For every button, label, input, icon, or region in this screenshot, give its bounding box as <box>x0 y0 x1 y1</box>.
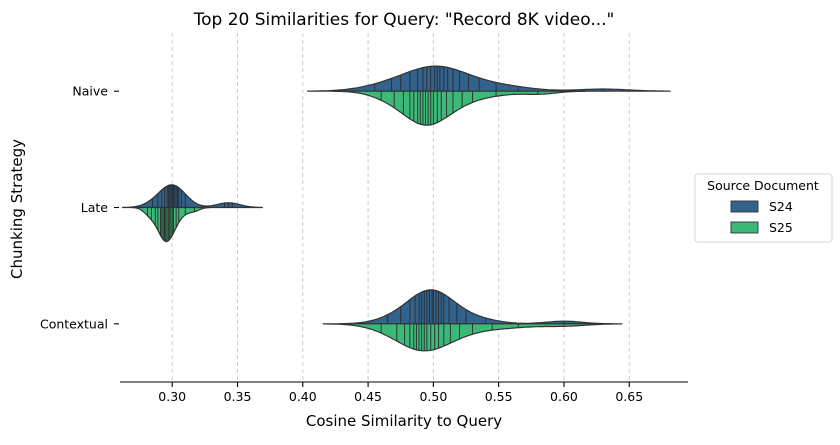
violin-layer <box>122 65 671 352</box>
violin-half-s25-contextual <box>322 323 623 352</box>
x-tick-label: 0.40 <box>289 389 317 404</box>
y-axis-label: Chunking Strategy <box>8 139 26 279</box>
legend-frame <box>694 173 833 243</box>
legend-title: Source Document <box>707 178 819 193</box>
violin-half-s24-late <box>122 184 263 209</box>
y-tick-label-naive: Naive <box>72 84 108 99</box>
x-tick-label: 0.45 <box>354 389 382 404</box>
chart-title: Top 20 Similarities for Query: "Record 8… <box>193 10 615 30</box>
x-axis-label: Cosine Similarity to Query <box>306 412 502 430</box>
y-tick-label-late: Late <box>81 200 109 215</box>
x-tick-label: 0.60 <box>550 389 578 404</box>
violin-half-s24-naive <box>307 65 671 92</box>
violin-half-s24-contextual <box>338 289 614 325</box>
x-tick-label: 0.65 <box>615 389 643 404</box>
y-tick-label-contextual: Contextual <box>40 316 108 331</box>
axis-layer: 0.30 0.35 0.40 0.45 0.50 0.55 0.60 0.65 Naive Lat… <box>40 84 688 404</box>
x-tick-label: 0.55 <box>485 389 513 404</box>
x-tick-label: 0.50 <box>419 389 447 404</box>
legend-label-s25: S25 <box>769 220 793 235</box>
legend-swatch-s24 <box>730 200 759 213</box>
x-tick-label: 0.35 <box>224 389 252 404</box>
legend-swatch-s25 <box>730 221 759 234</box>
violin-half-s25-naive <box>332 90 587 126</box>
x-tick-label: 0.30 <box>158 389 186 404</box>
legend-label-s24: S24 <box>769 199 793 214</box>
